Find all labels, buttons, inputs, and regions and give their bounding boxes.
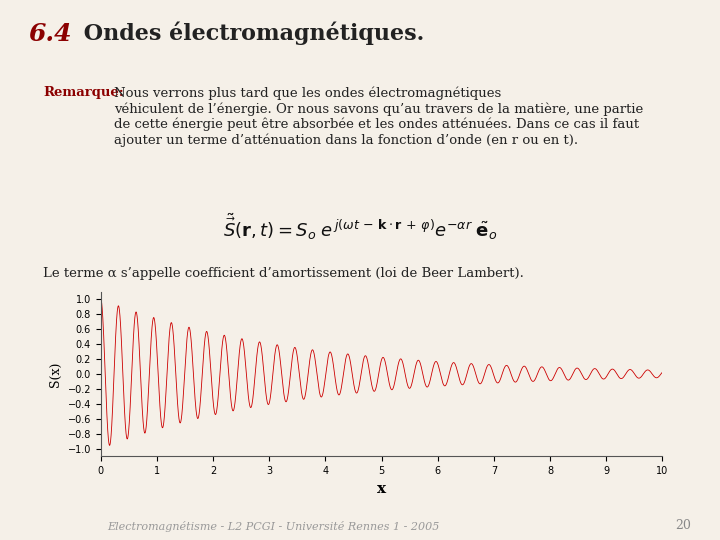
Text: Nous verrons plus tard que les ondes électromagnétiques
véhiculent de l’énergie.: Nous verrons plus tard que les ondes éle… <box>114 86 643 147</box>
Text: Remarque:: Remarque: <box>43 86 124 99</box>
X-axis label: x: x <box>377 482 386 496</box>
Text: 6.4: 6.4 <box>29 22 72 45</box>
Y-axis label: S(x): S(x) <box>49 361 62 387</box>
Text: Electromagnétisme - L2 PCGI - Université Rennes 1 - 2005: Electromagnétisme - L2 PCGI - Université… <box>107 521 440 532</box>
Text: $\tilde{\vec{S}}(\mathbf{r},t) = S_o\;e^{\,j(\omega t\,-\,\mathbf{k}\cdot\mathbf: $\tilde{\vec{S}}(\mathbf{r},t) = S_o\;e^… <box>223 212 497 242</box>
Text: Le terme α s’appelle coefficient d’amortissement (loi de Beer Lambert).: Le terme α s’appelle coefficient d’amort… <box>43 267 524 280</box>
Text: 20: 20 <box>675 519 691 532</box>
Text: Ondes électromagnétiques.: Ondes électromagnétiques. <box>76 22 424 45</box>
